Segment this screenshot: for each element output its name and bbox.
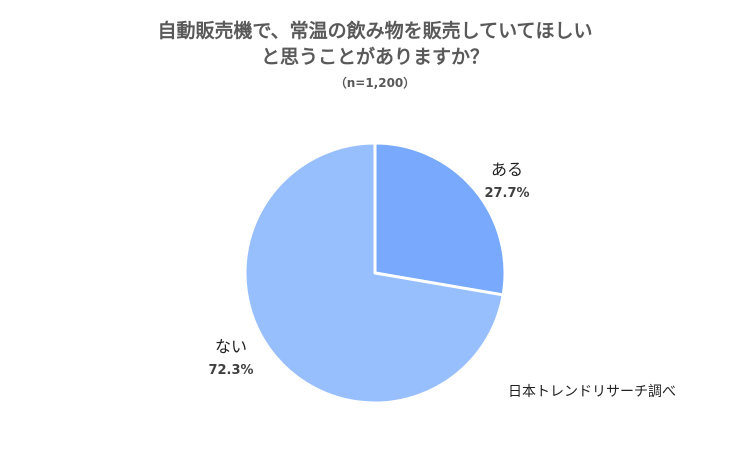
slice-value-label-2: 72.3% xyxy=(208,363,253,378)
chart-title-line-1: 自動販売機で、常温の飲み物を販売していてほしい xyxy=(157,20,593,42)
pie-slice-1 xyxy=(373,141,507,297)
slice-value-label-1: 27.7% xyxy=(484,186,529,201)
chart-title-line-2: と思うことがありますか？ xyxy=(260,46,489,68)
chart-title: 自動販売機で、常温の飲み物を販売していてほしい と思うことがありますか？ （n=… xyxy=(0,18,750,92)
source-note: 日本トレンドリサーチ調べ xyxy=(508,384,676,400)
pie-slice-2 xyxy=(243,141,505,405)
chart-subtitle: （n=1,200） xyxy=(334,76,416,90)
slice-label-2: ない xyxy=(215,337,247,356)
slice-label-1: ある xyxy=(491,160,523,179)
